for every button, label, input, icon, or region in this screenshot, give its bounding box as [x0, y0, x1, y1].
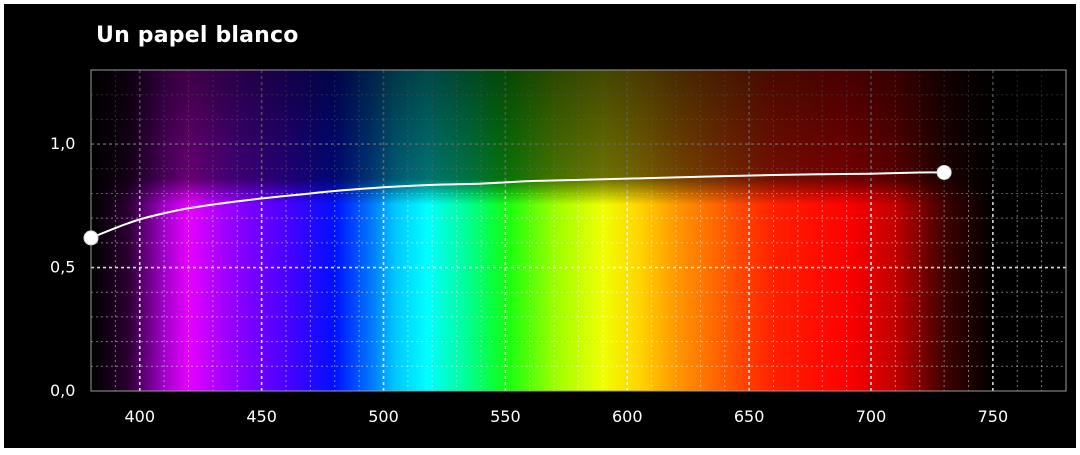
x-tick-label: 700: [856, 407, 887, 426]
x-tick-label: 400: [124, 407, 155, 426]
x-tick-label: 550: [490, 407, 521, 426]
x-tick-label: 600: [612, 407, 643, 426]
y-axis-labels: 0,0 0,5 1,0: [50, 134, 75, 400]
y-tick-label: 1,0: [50, 134, 75, 153]
x-tick-label: 450: [246, 407, 277, 426]
chart-title: Un papel blanco: [96, 23, 299, 48]
curve-overlay-shade: [91, 70, 1066, 391]
curve-end-point: [936, 164, 952, 180]
chart-frame: Un papel blanco 400 450 500 550 600 650 700 750…: [4, 4, 1076, 448]
y-tick-label: 0,5: [50, 258, 75, 277]
chart-canvas: 400 450 500 550 600 650 700 750 0,0 0,5 1,0: [50, 69, 1067, 426]
x-tick-label: 750: [978, 407, 1009, 426]
x-axis-labels: 400 450 500 550 600 650 700 750: [124, 407, 1008, 426]
x-tick-label: 650: [734, 407, 765, 426]
y-tick-label: 0,0: [50, 381, 75, 400]
curve-start-point: [83, 230, 99, 246]
reflectance-curve: [90, 171, 946, 239]
x-tick-label: 500: [368, 407, 399, 426]
